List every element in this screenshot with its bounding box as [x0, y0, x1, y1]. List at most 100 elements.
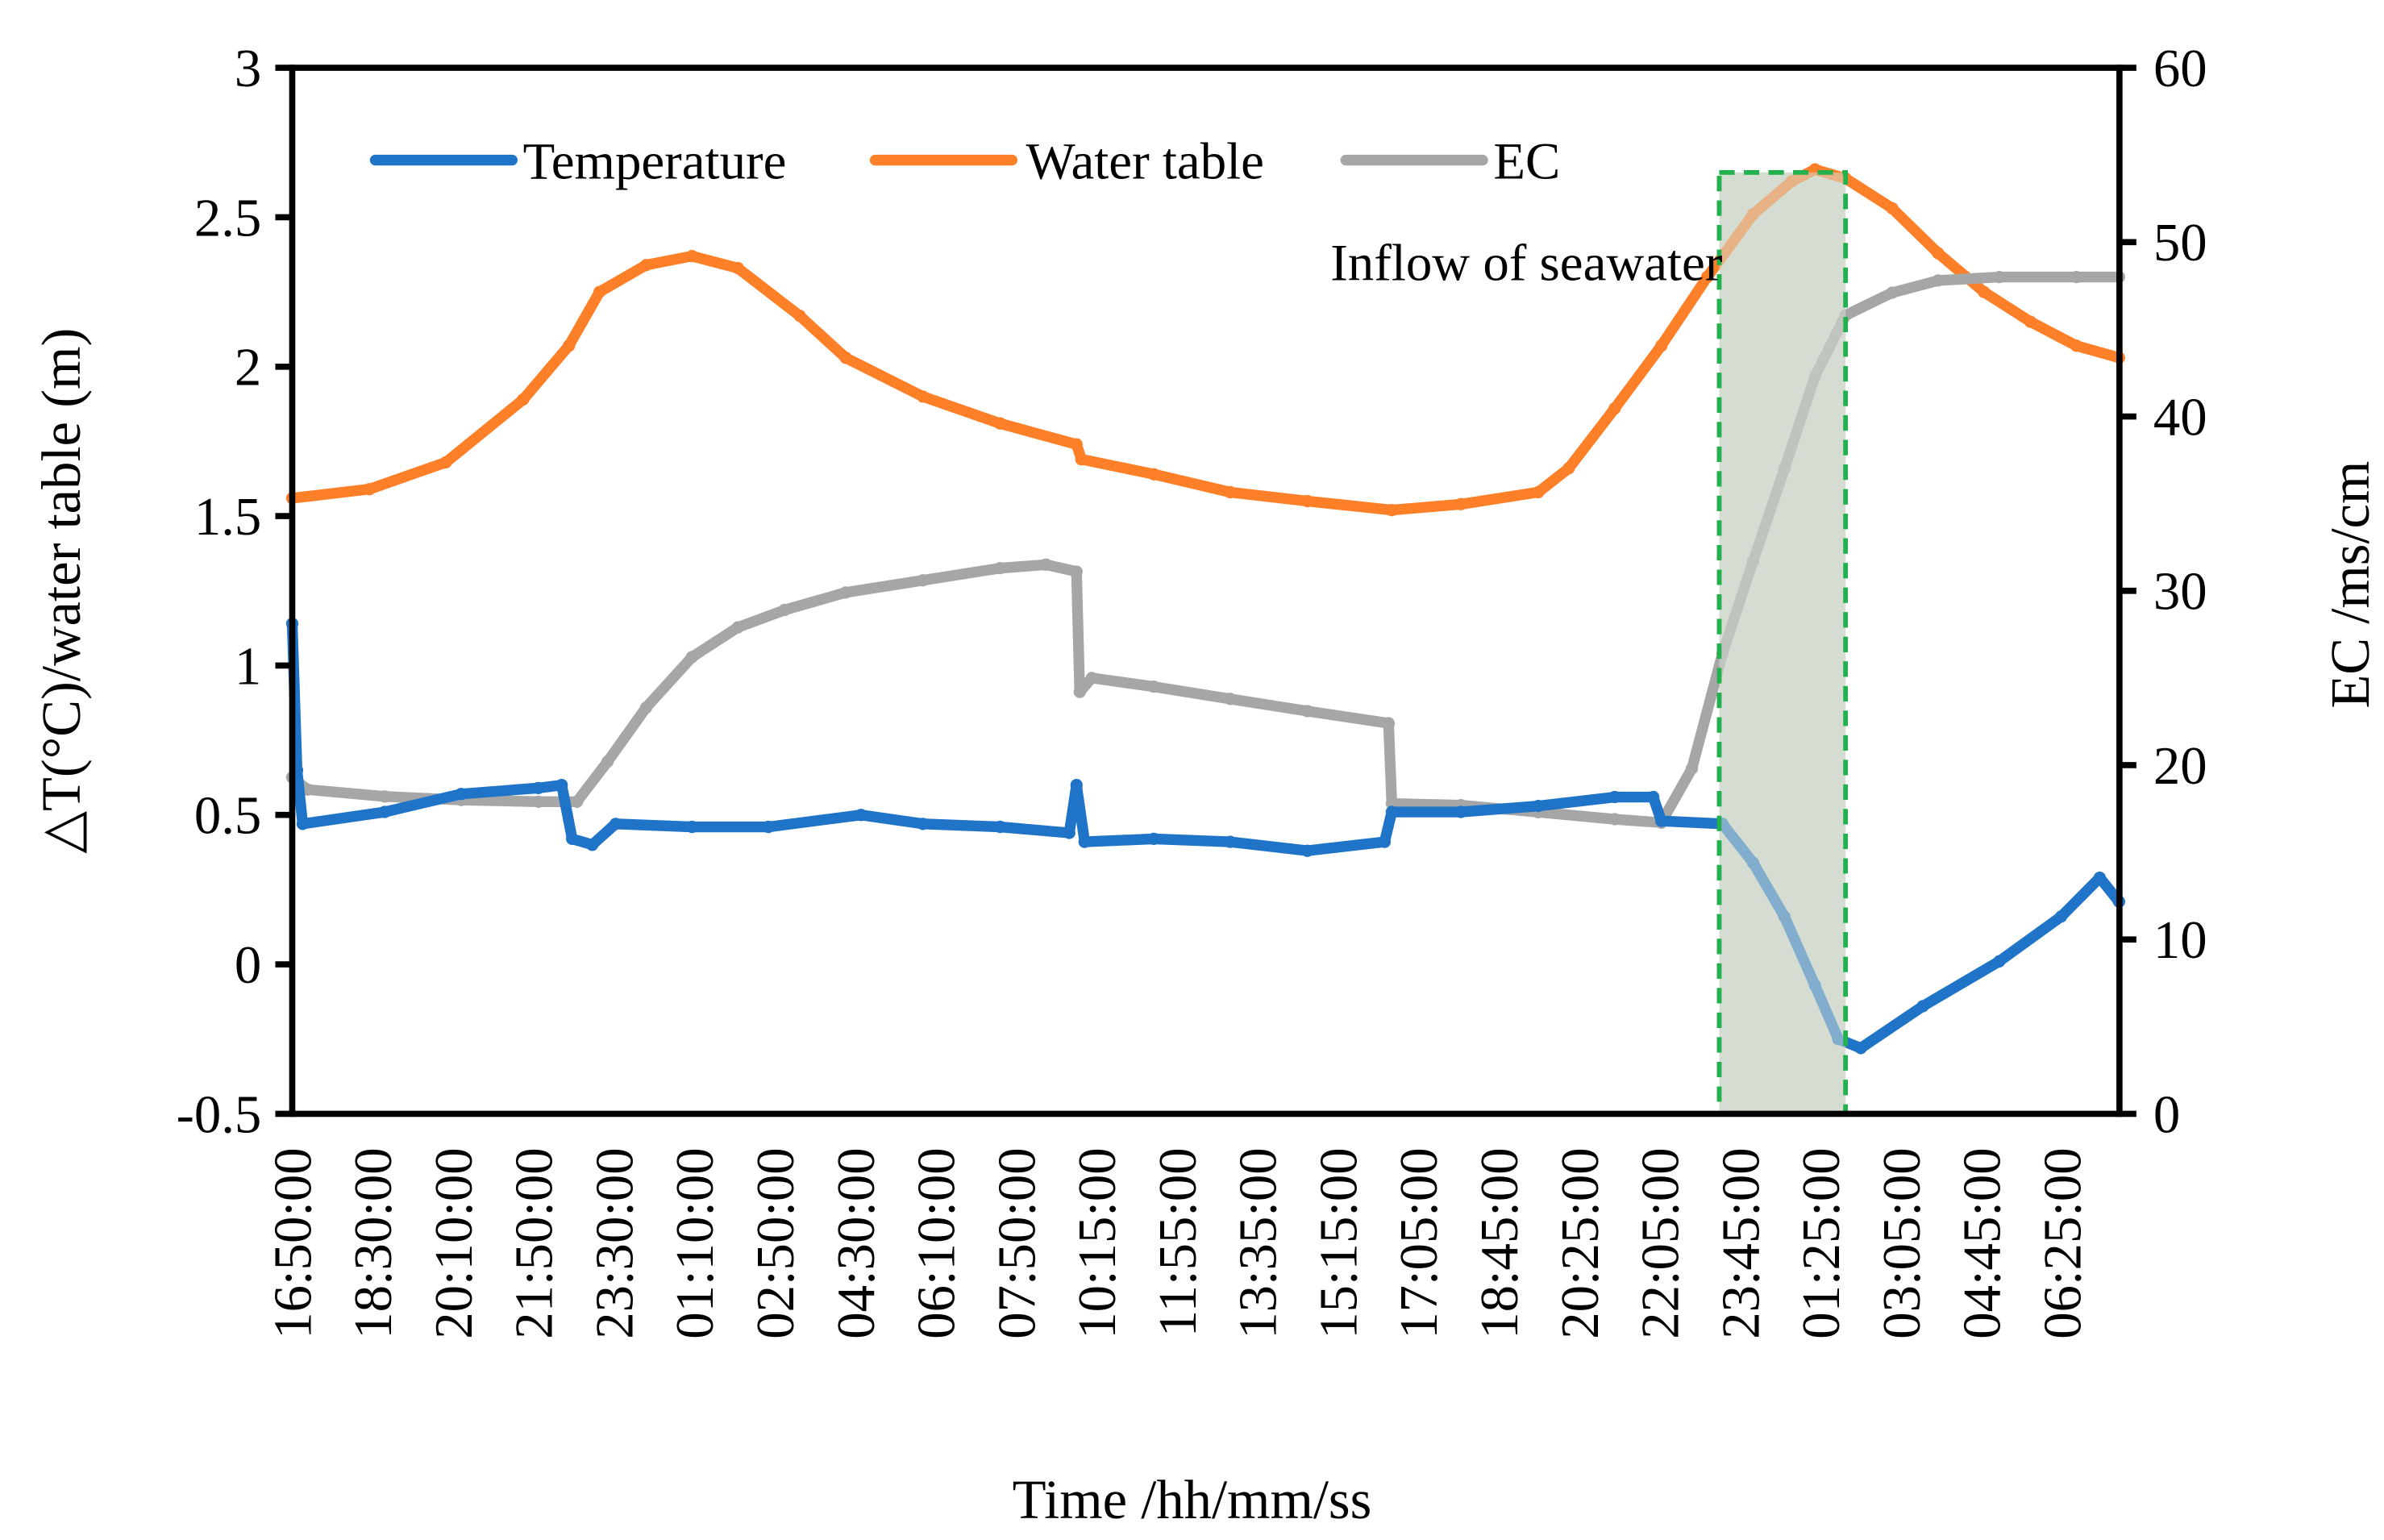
y-left-tick-label: 2.5 — [194, 189, 261, 248]
data-point — [1224, 693, 1237, 705]
y-right-tick-label: 40 — [2153, 388, 2207, 447]
data-point — [685, 820, 698, 834]
data-point — [609, 818, 622, 830]
data-point — [2024, 315, 2037, 328]
y-axis-right-title: EC /ms/cm — [2320, 461, 2381, 709]
data-point — [1039, 558, 1052, 571]
annotation-inflow-of-seawater: Inflow of seawater — [1330, 234, 1723, 292]
legend-label-water-table: Water table — [1026, 132, 1263, 190]
data-point — [1300, 844, 1314, 857]
y-left-tick-label: 1 — [235, 637, 261, 696]
data-point — [1608, 813, 1621, 826]
x-tick-label: 04:30:00 — [827, 1147, 886, 1338]
x-tick-label: 15:15:00 — [1309, 1147, 1368, 1338]
x-tick-label: 18:30:00 — [344, 1147, 403, 1338]
x-tick-label: 10:15:00 — [1068, 1147, 1127, 1338]
x-axis-title: Time /hh/mm/ss — [1013, 1469, 1372, 1530]
data-point — [762, 820, 775, 834]
data-point — [571, 795, 584, 808]
y-right-tick-label: 20 — [2153, 737, 2207, 796]
x-tick-label: 07:50:00 — [988, 1147, 1046, 1338]
data-point — [1685, 762, 1699, 775]
data-point — [586, 839, 599, 851]
data-point — [1562, 462, 1575, 475]
data-point — [839, 586, 852, 599]
data-point — [731, 621, 744, 634]
data-point — [363, 483, 376, 496]
data-point — [296, 818, 310, 830]
x-tick-label: 17:05:00 — [1390, 1147, 1449, 1338]
x-tick-label: 20:10:00 — [425, 1147, 484, 1338]
x-tick-label: 16:50:00 — [264, 1147, 322, 1338]
data-point — [378, 790, 391, 803]
data-point — [1063, 826, 1076, 839]
data-point — [2070, 339, 2083, 352]
data-point — [793, 310, 806, 323]
data-point — [1886, 202, 1899, 214]
x-tick-label: 01:10:00 — [666, 1147, 725, 1338]
data-point — [1070, 779, 1083, 792]
data-point — [839, 352, 852, 364]
data-point — [1886, 286, 1899, 299]
data-point — [1916, 1000, 1929, 1013]
y-left-tick-label: 3 — [235, 40, 261, 98]
data-point — [1655, 339, 1668, 352]
data-point — [639, 259, 653, 272]
data-point — [563, 339, 576, 352]
x-tick-label: 03:05:00 — [1873, 1147, 1932, 1338]
data-point — [1300, 705, 1314, 718]
data-point — [1608, 402, 1621, 415]
data-point — [566, 832, 579, 846]
x-tick-label: 21:50:00 — [506, 1147, 564, 1338]
data-point — [1655, 814, 1668, 827]
data-point — [1532, 485, 1545, 499]
x-tick-label: 04:45:00 — [1953, 1147, 2012, 1338]
y-right-tick-label: 50 — [2153, 214, 2207, 273]
data-point — [1532, 799, 1545, 813]
data-point — [1454, 497, 1467, 510]
data-point — [1978, 285, 1991, 298]
data-point — [2093, 871, 2107, 884]
x-tick-label: 06:25:00 — [2033, 1147, 2092, 1338]
data-point — [1993, 270, 2006, 284]
x-tick-label: 06:10:00 — [908, 1147, 967, 1338]
data-point — [2054, 910, 2068, 923]
x-tick-label: 13:35:00 — [1229, 1147, 1288, 1338]
legend-label-temperature: Temperature — [523, 132, 787, 190]
x-tick-label: 23:45:00 — [1712, 1147, 1770, 1338]
x-tick-label: 01:25:00 — [1792, 1147, 1851, 1338]
y-left-tick-label: 0.5 — [194, 787, 261, 846]
x-tick-label: 22:05:00 — [1632, 1147, 1691, 1338]
data-point — [439, 456, 452, 469]
data-point — [1932, 247, 1945, 260]
data-point — [1647, 790, 1660, 804]
data-point — [1147, 832, 1160, 846]
x-tick-label: 02:50:00 — [747, 1147, 805, 1338]
data-point — [685, 249, 698, 263]
data-point — [1300, 494, 1314, 508]
data-point — [601, 755, 614, 768]
data-point — [1385, 797, 1399, 810]
data-point — [1073, 685, 1086, 698]
data-point — [455, 788, 468, 801]
legend: Temperature Water table EC — [369, 132, 1560, 190]
data-point — [1454, 805, 1467, 818]
legend-label-ec: EC — [1493, 132, 1560, 190]
data-point — [917, 574, 930, 587]
data-point — [1147, 681, 1160, 693]
y-right-tick-label: 30 — [2153, 563, 2207, 622]
data-point — [593, 285, 606, 298]
data-point — [993, 562, 1007, 575]
data-point — [1224, 835, 1237, 848]
data-point — [1147, 468, 1160, 481]
x-tick-label: 18:45:00 — [1471, 1147, 1529, 1338]
data-point — [1378, 835, 1392, 848]
highlight-overlay — [1716, 169, 1848, 1117]
x-tick-label: 11:55:00 — [1149, 1147, 1208, 1337]
data-point — [1070, 565, 1083, 578]
data-point — [731, 261, 744, 275]
data-point — [517, 393, 530, 406]
data-point — [1075, 453, 1088, 466]
